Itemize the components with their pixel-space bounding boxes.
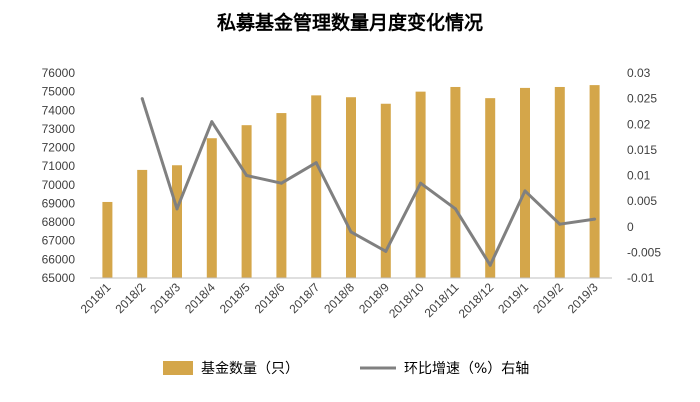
left-tick-label: 67000 xyxy=(42,234,76,248)
left-tick-label: 75000 xyxy=(42,85,76,99)
right-tick-label: 0.01 xyxy=(627,169,651,183)
legend-label-line: 环比增速（%）右轴 xyxy=(404,361,529,377)
bar-2018/2 xyxy=(137,169,148,278)
x-tick-label: 2019/2 xyxy=(530,280,566,316)
x-tick-label: 2018/12 xyxy=(456,280,497,321)
x-tick-label: 2018/6 xyxy=(252,280,288,316)
bar-2018/9 xyxy=(380,103,391,278)
right-tick-label: 0 xyxy=(627,220,634,234)
line-point-2018/7 xyxy=(314,161,318,165)
bar-2018/3 xyxy=(172,165,182,278)
line-point-2018/3 xyxy=(175,207,179,211)
x-tick-label: 2018/11 xyxy=(422,280,462,320)
right-tick-label: -0.01 xyxy=(627,271,655,285)
bar-2019/3 xyxy=(589,85,600,278)
right-tick-label: -0.005 xyxy=(627,245,661,259)
line-point-2019/1 xyxy=(523,189,527,193)
right-tick-label: 0.02 xyxy=(627,117,651,131)
x-tick-label: 2018/7 xyxy=(286,280,322,316)
bar-2018/6 xyxy=(276,113,287,279)
line-point-2019/3 xyxy=(593,217,597,221)
line-point-2018/12 xyxy=(488,263,492,267)
left-tick-label: 72000 xyxy=(42,141,76,155)
left-tick-label: 66000 xyxy=(42,252,76,266)
bar-2018/1 xyxy=(102,201,113,278)
line-point-2018/2 xyxy=(140,97,144,101)
bar-2018/5 xyxy=(241,125,252,278)
left-tick-label: 76000 xyxy=(42,66,76,80)
left-tick-label: 73000 xyxy=(42,122,76,136)
right-tick-label: 0.025 xyxy=(627,92,657,106)
line-group xyxy=(140,97,597,267)
right-tick-label: 0.015 xyxy=(627,143,657,157)
left-tick-label: 69000 xyxy=(42,196,76,210)
chart-title: 私募基金管理数量月度变化情况 xyxy=(216,12,483,34)
line-point-2018/5 xyxy=(245,174,249,177)
line-point-2018/6 xyxy=(279,181,283,185)
left-tick-label: 74000 xyxy=(42,103,76,117)
x-tick-label: 2019/1 xyxy=(495,280,531,316)
right-tick-label: 0.03 xyxy=(627,66,651,80)
line-point-2018/11 xyxy=(453,207,457,211)
x-tick-label: 2019/3 xyxy=(565,280,601,316)
line-point-2018/10 xyxy=(419,181,423,185)
legend-label-bar: 基金数量（只） xyxy=(201,360,299,377)
bar-group xyxy=(102,85,600,279)
line-point-2018/4 xyxy=(210,120,214,124)
bar-2018/8 xyxy=(346,97,356,279)
bar-2019/2 xyxy=(554,86,565,279)
x-tick-label: 2018/5 xyxy=(217,280,253,316)
x-tick-label: 2018/2 xyxy=(112,280,148,316)
right-tick-label: 0.005 xyxy=(627,194,657,208)
right-axis: -0.01 -0.005 0 0.005 0.01 0.015 0.02 0.025 0.03 xyxy=(627,66,661,285)
left-tick-label: 71000 xyxy=(42,159,76,173)
bar-2019/1 xyxy=(520,87,530,278)
left-axis: 65000 66000 67000 68000 69000 70000 71000 72000… xyxy=(42,66,76,285)
x-tick-label: 2018/3 xyxy=(147,280,183,316)
line-point-2018/9 xyxy=(384,249,388,253)
x-tick-label: 2018/1 xyxy=(78,280,114,316)
left-tick-label: 65000 xyxy=(42,271,76,285)
bar-2018/4 xyxy=(206,138,217,278)
x-tick-label: 2018/10 xyxy=(386,280,427,321)
legend-swatch-bar xyxy=(163,361,193,375)
bar-2018/12 xyxy=(485,98,496,278)
bar-2018/11 xyxy=(450,86,461,279)
x-tick-label: 2018/8 xyxy=(321,280,357,316)
bar-2018/7 xyxy=(311,95,322,278)
legend: 基金数量（只） 环比增速（%）右轴 xyxy=(163,360,529,377)
line-point-2019/2 xyxy=(558,222,562,226)
growth-rate-line xyxy=(140,98,595,267)
x-tick-label: 2018/4 xyxy=(182,280,218,316)
left-tick-label: 68000 xyxy=(42,215,76,229)
line-point-2018/8 xyxy=(349,230,353,234)
x-axis: 2018/12018/22018/32018/42018/52018/62018… xyxy=(78,277,612,321)
left-tick-label: 70000 xyxy=(42,178,76,192)
